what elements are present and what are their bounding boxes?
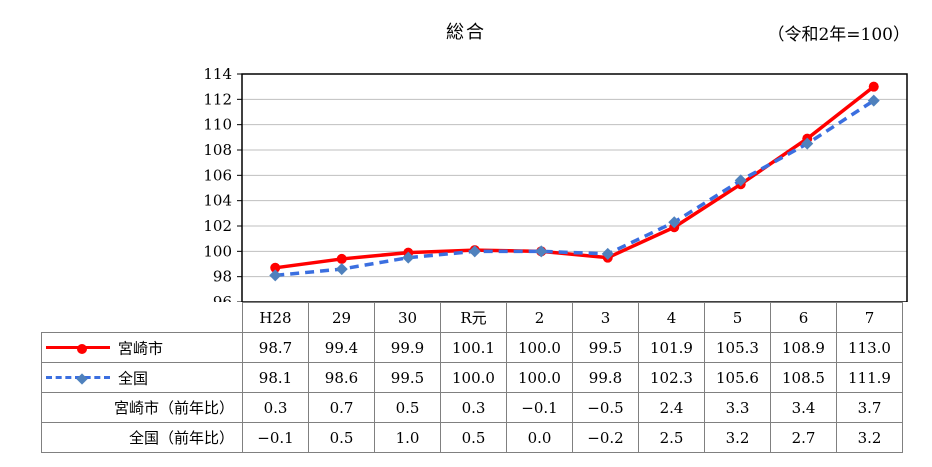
base-year-note: （令和2年=100） <box>767 25 910 45</box>
legend-swatch-miyazaki <box>46 343 110 354</box>
table-cell: −0.5 <box>572 392 639 423</box>
legend-marker-national <box>76 372 88 385</box>
row-label: 宮崎市（前年比） <box>113 399 234 417</box>
data-point-national <box>468 245 481 258</box>
data-point-national <box>734 174 747 187</box>
table-cell: 105.3 <box>704 332 771 363</box>
table-cell: 108.9 <box>770 332 837 363</box>
data-table: H28 29 30 R元 2 3 4 5 6 7 宮崎市 98.7 99.4 99.9 100.1 100.… <box>41 302 903 453</box>
x-tick-label: 30 <box>374 302 441 333</box>
y-tick-label: 96 <box>213 293 232 302</box>
series-line-national <box>275 99 875 278</box>
table-header-row: H28 29 30 R元 2 3 4 5 6 7 <box>41 302 903 333</box>
x-tick-label: 6 <box>770 302 837 333</box>
x-tick-label: 7 <box>836 302 903 333</box>
data-point-national <box>335 263 348 276</box>
legend-swatch-national <box>46 372 110 385</box>
plot-area-border <box>241 73 908 302</box>
table-row: 宮崎市（前年比） 0.3 0.7 0.5 0.3 −0.1 −0.5 2.4 3.3 3.4 3.7 <box>41 392 903 423</box>
legend-label: 全国 <box>118 369 149 387</box>
table-cell: 100.0 <box>506 332 573 363</box>
data-point-miyazaki <box>336 253 347 264</box>
table-cell: 113.0 <box>836 332 903 363</box>
table-cell: 3.2 <box>704 422 771 453</box>
x-tick-label: 5 <box>704 302 771 333</box>
table-cell: −0.1 <box>242 422 309 453</box>
table-cell: 102.3 <box>638 362 705 393</box>
y-tick-label: 114 <box>203 65 232 83</box>
y-tick-label: 98 <box>213 268 232 286</box>
table-cell: 98.1 <box>242 362 309 393</box>
table-cell: 99.8 <box>572 362 639 393</box>
table-cell: 108.5 <box>770 362 837 393</box>
x-tick-label: 4 <box>638 302 705 333</box>
legend-marker-miyazaki <box>77 343 87 354</box>
table-cell: 3.2 <box>836 422 903 453</box>
table-cell: 0.5 <box>308 422 375 453</box>
table-cell: 0.5 <box>440 422 507 453</box>
y-tick-label: 100 <box>203 242 232 260</box>
data-point-miyazaki <box>868 81 879 92</box>
table-row: 全国（前年比） −0.1 0.5 1.0 0.5 0.0 −0.2 2.5 3.2 2.7 3.2 <box>41 422 903 453</box>
table-cell: 0.7 <box>308 392 375 423</box>
table-cell: 100.1 <box>440 332 507 363</box>
row-label-cell: 宮崎市 <box>41 332 243 363</box>
table-cell: 105.6 <box>704 362 771 393</box>
row-label-cell: 宮崎市（前年比） <box>41 392 243 423</box>
table-row: 全国 98.1 98.6 99.5 100.0 100.0 99.8 102.3 105.6 10… <box>41 362 903 393</box>
table-cell: 0.5 <box>374 392 441 423</box>
table-cell: 98.7 <box>242 332 309 363</box>
table-cell: −0.1 <box>506 392 573 423</box>
table-cell: 2.7 <box>770 422 837 453</box>
table-corner <box>41 302 243 333</box>
table-cell: 0.3 <box>242 392 309 423</box>
legend-label: 宮崎市 <box>118 339 164 357</box>
data-point-national <box>601 247 614 260</box>
series-line-miyazaki <box>275 85 875 270</box>
line-chart: 96 98 100 102 104 106 108 110 112 114 <box>203 65 908 302</box>
table-cell: 0.3 <box>440 392 507 423</box>
data-point-national <box>269 269 282 282</box>
table-cell: 99.9 <box>374 332 441 363</box>
y-tick-label: 108 <box>203 141 232 159</box>
table-cell: 3.7 <box>836 392 903 423</box>
y-tick-label: 112 <box>203 90 232 108</box>
x-tick-label: H28 <box>242 302 309 333</box>
x-tick-label: R元 <box>440 302 507 333</box>
row-label: 全国（前年比） <box>128 429 234 447</box>
data-point-national <box>535 245 548 258</box>
table-cell: 2.4 <box>638 392 705 423</box>
row-label-cell: 全国（前年比） <box>41 422 243 453</box>
table-cell: 98.6 <box>308 362 375 393</box>
y-tick-label: 104 <box>203 192 232 210</box>
table-cell: 99.5 <box>572 332 639 363</box>
x-tick-label: 2 <box>506 302 573 333</box>
data-point-national <box>402 251 415 264</box>
table-row: 宮崎市 98.7 99.4 99.9 100.1 100.0 99.5 101.9 105.3 1… <box>41 332 903 363</box>
data-point-miyazaki <box>270 262 281 273</box>
y-tick-label: 102 <box>203 217 232 235</box>
y-tick-label: 110 <box>203 116 232 134</box>
x-tick-label: 29 <box>308 302 375 333</box>
chart-title: 総合 <box>446 22 486 43</box>
table-cell: 0.0 <box>506 422 573 453</box>
data-point-national <box>801 137 814 150</box>
y-tick-label: 106 <box>203 166 232 184</box>
row-label-cell: 全国 <box>41 362 243 393</box>
table-cell: 99.5 <box>374 362 441 393</box>
table-cell: 1.0 <box>374 422 441 453</box>
table-cell: −0.2 <box>572 422 639 453</box>
table-cell: 2.5 <box>638 422 705 453</box>
table-cell: 100.0 <box>440 362 507 393</box>
table-cell: 3.4 <box>770 392 837 423</box>
table-cell: 101.9 <box>638 332 705 363</box>
x-tick-label: 3 <box>572 302 639 333</box>
table-cell: 111.9 <box>836 362 903 393</box>
table-cell: 3.3 <box>704 392 771 423</box>
table-cell: 99.4 <box>308 332 375 363</box>
table-cell: 100.0 <box>506 362 573 393</box>
data-point-national <box>668 216 681 229</box>
data-point-national <box>867 94 880 107</box>
